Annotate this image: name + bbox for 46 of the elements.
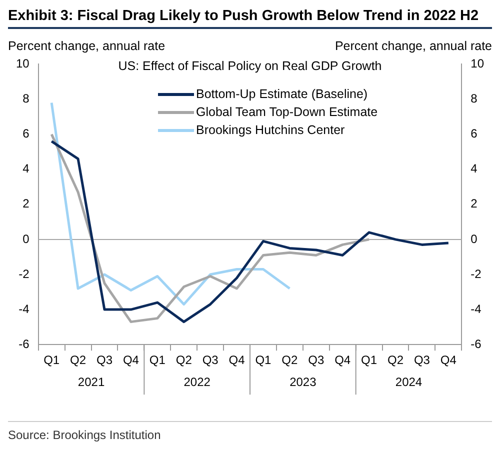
y2-tick-label: -2 [470, 266, 482, 281]
y2-axis-title: Percent change, annual rate [334, 39, 492, 53]
x-tick-label: Q4 [228, 353, 246, 368]
x-tick-label: Q4 [440, 353, 457, 368]
y2-tick-label: 10 [470, 56, 484, 71]
y-tick-label: 2 [22, 196, 30, 211]
x-tick-label: Q2 [176, 353, 192, 368]
y2-tick-label: 2 [470, 196, 478, 211]
text: 2022 [184, 374, 211, 389]
x-tick-label: Q2 [70, 353, 86, 368]
y-tick-label: 4 [22, 162, 30, 176]
x-tick-label: Q3 [308, 353, 324, 368]
x-tick-label: Q4 [334, 353, 351, 368]
y2-tick-label: -4 [470, 302, 482, 316]
y-tick-label: -2 [18, 266, 30, 281]
y2-tick-label: 6 [470, 126, 478, 141]
legend-label: Brookings Hutchins Center [196, 123, 345, 137]
text: 2023 [290, 374, 317, 389]
y-tick-label: 8 [22, 92, 30, 106]
y-tick-label: -6 [18, 336, 30, 351]
y-tick-label: 10 [16, 56, 30, 71]
x-tick-label: Q1 [44, 353, 60, 368]
x-tick-label: Q2 [388, 353, 404, 368]
x-tick-label: Q2 [282, 353, 298, 368]
y-tick-label: 0 [22, 232, 30, 246]
x-tick-label: Q3 [414, 353, 430, 368]
y-tick-label: -4 [18, 302, 30, 316]
y2-tick-label: 4 [470, 162, 478, 176]
text: 2021 [78, 374, 105, 389]
x-tick-label: Q1 [149, 353, 166, 368]
x-tick-label: Q1 [255, 353, 272, 368]
text: 2024 [395, 374, 422, 389]
x-tick-label: Q1 [361, 353, 378, 368]
chart-subtitle: US: Effect of Fiscal Policy on Real GDP Growth [118, 59, 382, 73]
y2-tick-label: -6 [470, 336, 482, 351]
chart-title: Exhibit 3: Fiscal Drag Likely to Push Growth Below Trend in 2022 H2 [8, 8, 492, 29]
x-tick-label: Q3 [202, 353, 219, 368]
y-tick-label: 6 [22, 126, 30, 141]
legend-label: Bottom-Up Estimate (Baseline) [196, 87, 368, 101]
x-tick-label: Q4 [122, 353, 140, 368]
y-axis-title: Percent change, annual rate [8, 39, 166, 53]
y2-tick-label: 0 [470, 232, 478, 246]
legend-label: Global Team Top-Down Estimate [196, 105, 378, 119]
y2-tick-label: 8 [470, 92, 478, 106]
x-tick-label: Q3 [96, 353, 113, 368]
source-note: Source: Brookings Institution [8, 421, 492, 442]
